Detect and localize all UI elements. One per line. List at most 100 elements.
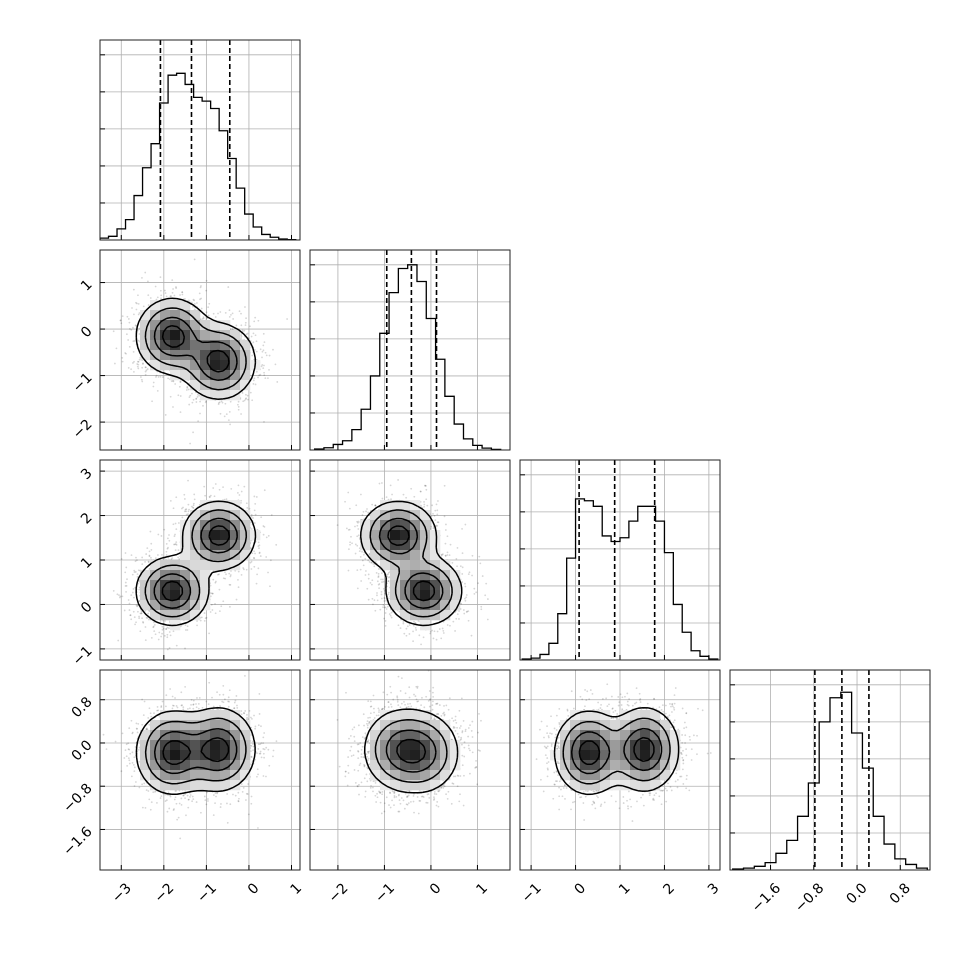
density-cell	[220, 340, 231, 351]
sample-point	[135, 604, 138, 607]
sample-point	[173, 543, 176, 546]
sample-point	[254, 334, 257, 337]
sample-point	[227, 286, 230, 288]
sample-point	[253, 377, 256, 380]
sample-point	[164, 289, 166, 292]
sample-point	[177, 394, 180, 397]
sample-point	[221, 401, 224, 404]
sample-point	[130, 368, 133, 371]
sample-point	[132, 588, 135, 590]
sample-point	[168, 534, 170, 536]
density-cell	[180, 300, 191, 311]
panel-content	[310, 250, 510, 450]
sample-point	[133, 313, 135, 316]
sample-point	[254, 383, 257, 386]
sample-point	[263, 525, 266, 528]
sample-point	[114, 362, 116, 365]
sample-point	[201, 317, 204, 320]
sample-point	[228, 605, 231, 608]
sample-point	[200, 297, 203, 300]
sample-point	[192, 298, 195, 301]
sample-point	[141, 617, 143, 620]
density-cell	[200, 370, 211, 381]
sample-point	[219, 311, 222, 313]
sample-point	[138, 617, 141, 620]
sample-point	[235, 324, 238, 327]
sample-point	[253, 320, 256, 323]
sample-point	[184, 298, 186, 300]
sample-point	[147, 561, 150, 563]
sample-point	[148, 554, 151, 557]
sample-point	[155, 374, 158, 377]
density-cell	[150, 350, 161, 361]
sample-point	[202, 404, 204, 407]
sample-point	[245, 397, 247, 400]
sample-point	[125, 591, 127, 593]
sample-point	[222, 600, 225, 603]
sample-point	[192, 398, 195, 401]
sample-point	[165, 542, 168, 545]
sample-point	[240, 334, 243, 336]
sample-point	[137, 569, 140, 572]
density-cell	[240, 380, 251, 391]
density-contour	[144, 307, 247, 391]
sample-point	[130, 328, 133, 331]
sample-point	[157, 638, 160, 641]
sample-point	[198, 292, 201, 295]
sample-point	[144, 626, 147, 628]
sample-point	[145, 616, 148, 619]
density-cell	[160, 320, 171, 331]
sample-point	[261, 350, 264, 353]
sample-point	[192, 431, 194, 434]
sample-point	[154, 633, 157, 636]
sample-point	[175, 528, 178, 531]
density-cell	[240, 340, 251, 351]
sample-point	[141, 563, 144, 566]
sample-point	[170, 558, 173, 561]
sample-point	[133, 360, 135, 363]
sample-point	[218, 610, 221, 613]
sample-point	[164, 292, 167, 294]
sample-point	[162, 627, 165, 630]
density-cell	[220, 320, 231, 331]
sample-point	[259, 348, 262, 351]
sample-point	[131, 307, 133, 309]
histogram-step	[100, 72, 297, 240]
density-cell	[140, 310, 151, 321]
density-cell	[190, 370, 201, 381]
sample-point	[249, 561, 252, 564]
sample-point	[205, 289, 208, 292]
sample-point	[262, 332, 265, 335]
density-cell	[160, 300, 171, 311]
sample-point	[155, 298, 158, 301]
sample-point	[238, 310, 241, 313]
sample-point	[175, 541, 178, 544]
sample-point	[156, 296, 159, 299]
sample-point	[251, 354, 254, 357]
sample-point	[205, 616, 208, 619]
sample-point	[169, 295, 172, 298]
sample-point	[175, 287, 178, 289]
sample-point	[162, 619, 165, 622]
sample-point	[166, 648, 169, 651]
density-cell	[170, 310, 181, 321]
sample-point	[241, 392, 244, 394]
sample-point	[132, 350, 135, 353]
sample-point	[151, 400, 153, 403]
sample-point	[144, 639, 147, 641]
sample-point	[181, 291, 184, 294]
sample-point	[229, 575, 232, 578]
sample-point	[152, 385, 155, 388]
sample-point	[135, 556, 137, 559]
sample-point	[205, 317, 208, 319]
sample-point	[204, 401, 207, 404]
sample-point	[243, 485, 246, 488]
density-cell	[190, 310, 201, 321]
sample-point	[249, 391, 252, 394]
sample-point	[245, 568, 248, 571]
sample-point	[196, 302, 198, 304]
sample-point	[169, 634, 172, 637]
density-cell	[150, 300, 161, 311]
sample-point	[223, 415, 226, 418]
